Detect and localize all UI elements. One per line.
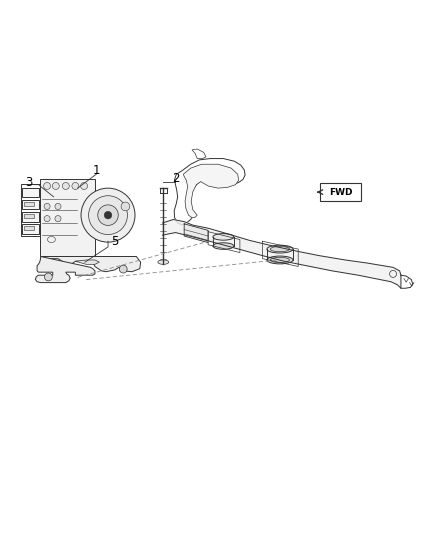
Circle shape — [44, 215, 50, 222]
Circle shape — [119, 265, 127, 273]
Bar — [21, 184, 40, 236]
Bar — [24, 214, 35, 218]
Circle shape — [98, 205, 118, 225]
Text: 3: 3 — [25, 176, 32, 189]
Text: 1: 1 — [92, 164, 100, 177]
Polygon shape — [75, 260, 99, 264]
Bar — [40, 180, 95, 256]
Circle shape — [52, 182, 59, 189]
Circle shape — [44, 182, 50, 189]
Polygon shape — [184, 164, 239, 218]
Circle shape — [81, 182, 88, 189]
FancyBboxPatch shape — [321, 183, 361, 201]
Circle shape — [45, 273, 52, 281]
Ellipse shape — [213, 233, 234, 240]
Circle shape — [55, 204, 61, 209]
Ellipse shape — [158, 260, 169, 264]
FancyBboxPatch shape — [22, 224, 39, 234]
Text: 5: 5 — [111, 235, 118, 248]
Polygon shape — [41, 256, 141, 272]
Circle shape — [62, 182, 69, 189]
Circle shape — [55, 215, 61, 222]
Ellipse shape — [267, 245, 293, 253]
Ellipse shape — [213, 243, 234, 249]
Bar — [24, 201, 35, 206]
FancyBboxPatch shape — [22, 200, 39, 209]
Circle shape — [72, 182, 79, 189]
Bar — [24, 226, 35, 230]
Ellipse shape — [270, 257, 290, 263]
Circle shape — [88, 196, 127, 235]
Ellipse shape — [267, 256, 293, 264]
Text: FWD: FWD — [329, 188, 353, 197]
Ellipse shape — [270, 246, 290, 252]
Circle shape — [44, 204, 50, 209]
Polygon shape — [162, 220, 401, 288]
Circle shape — [104, 212, 112, 219]
FancyBboxPatch shape — [22, 212, 39, 222]
Circle shape — [81, 188, 135, 242]
Circle shape — [121, 202, 130, 211]
Text: 2: 2 — [172, 172, 179, 184]
FancyBboxPatch shape — [22, 188, 39, 197]
Polygon shape — [184, 224, 208, 243]
Polygon shape — [35, 256, 95, 282]
